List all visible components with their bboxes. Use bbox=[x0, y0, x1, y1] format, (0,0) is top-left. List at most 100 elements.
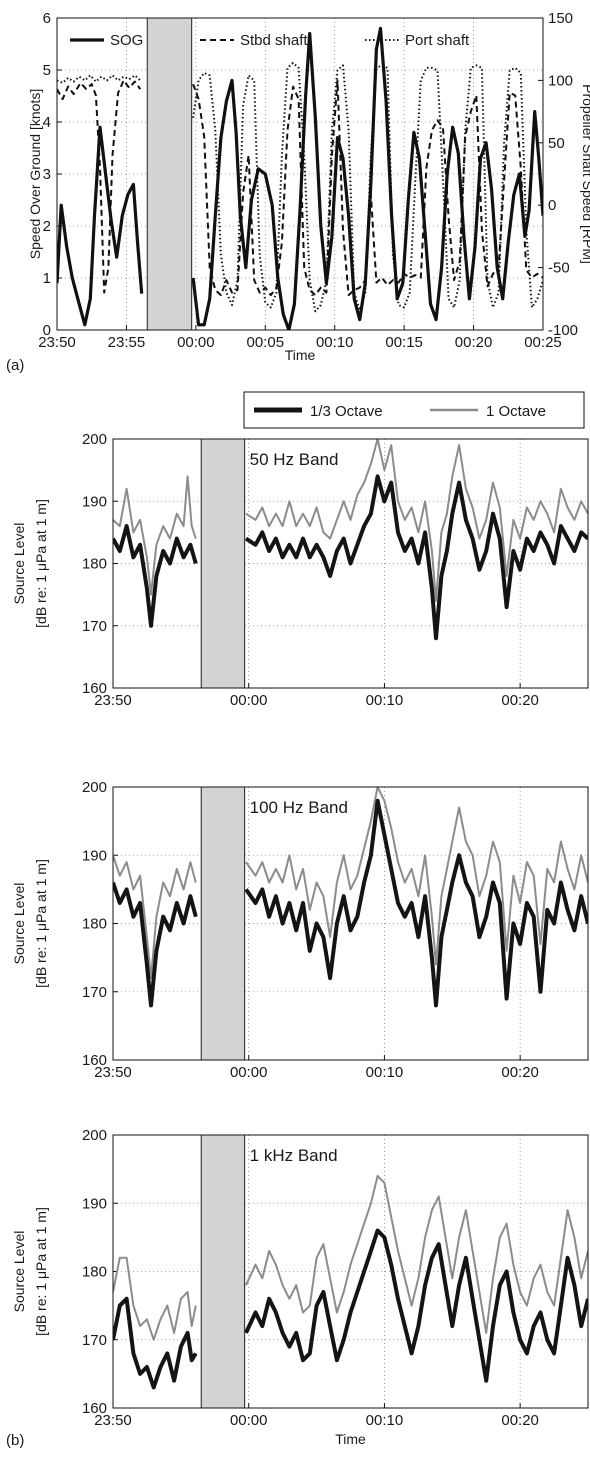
x-tick-label: 00:20 bbox=[455, 334, 493, 351]
x-tick-label: 23:50 bbox=[94, 1412, 132, 1429]
legend-third-octave-label: 1/3 Octave bbox=[310, 403, 383, 420]
legend-one-octave-label: 1 Octave bbox=[486, 403, 546, 420]
x-tick-label: 00:00 bbox=[177, 334, 215, 351]
y-tick-label: 5 bbox=[43, 62, 51, 79]
series-line-1-octave bbox=[245, 787, 588, 966]
series-line-stbd-shaft bbox=[57, 79, 142, 294]
band-1khz-chart: 23:50 00:00 00:10 00:20 160 170 180 190 200 Time S… bbox=[11, 1127, 589, 1447]
y-tick-label: 180 bbox=[82, 1264, 107, 1281]
y-tick-label: 190 bbox=[82, 1195, 107, 1212]
x-tick-label: 23:50 bbox=[38, 334, 76, 351]
series-line-1-3-octave bbox=[244, 474, 588, 641]
series-line-1-3-octave bbox=[113, 881, 198, 1008]
legend-label-port-shaft: Port shaft bbox=[405, 32, 470, 49]
plot-frame bbox=[112, 438, 589, 689]
y-tick-label: 190 bbox=[82, 847, 107, 864]
data-gap-shade bbox=[200, 438, 246, 689]
x-tick-label: 23:50 bbox=[94, 1064, 132, 1081]
y-tick-label: 200 bbox=[82, 779, 107, 796]
band-title: 100 Hz Band bbox=[250, 798, 348, 817]
y-tick-label: 0 bbox=[43, 322, 51, 339]
x-axis-label: Time bbox=[335, 1431, 366, 1447]
y-axis-label-units: [dB re: 1 μPa at 1 m] bbox=[33, 499, 49, 628]
series-line-1-3-octave bbox=[244, 1228, 588, 1383]
y-tick-label: 200 bbox=[82, 1127, 107, 1144]
x-tick-label: 00:05 bbox=[247, 334, 285, 351]
x-tick-label: 23:55 bbox=[108, 334, 146, 351]
y-tick-label: 160 bbox=[82, 1052, 107, 1069]
y-tick-label: 160 bbox=[82, 680, 107, 697]
plot-frame bbox=[56, 17, 544, 331]
y-axis-label: Speed Over Ground [knots] bbox=[27, 89, 43, 259]
y-tick-label: 170 bbox=[82, 618, 107, 635]
plot-frame bbox=[112, 1134, 589, 1409]
x-tick-label: 00:10 bbox=[316, 334, 354, 351]
series-line-1-3-octave bbox=[244, 798, 588, 1008]
band-legend: 1/3 Octave 1 Octave bbox=[243, 391, 585, 429]
series-line-1-octave bbox=[245, 1175, 588, 1334]
x-tick-label: 00:00 bbox=[230, 1412, 268, 1429]
y-axis-label-units: [dB re: 1 μPa at 1 m] bbox=[33, 859, 49, 988]
band-title: 1 kHz Band bbox=[250, 1146, 338, 1165]
y-tick-label: 170 bbox=[82, 1332, 107, 1349]
y-tick-label: 170 bbox=[82, 984, 107, 1001]
series-line-port-shaft bbox=[192, 61, 543, 313]
plot-lines bbox=[57, 26, 543, 330]
y-tick-label: 180 bbox=[82, 556, 107, 573]
series-line-1-octave bbox=[113, 854, 197, 980]
x-tick-label: 00:00 bbox=[230, 1064, 268, 1081]
y-axis-label: Source Level bbox=[11, 1231, 27, 1313]
y-tick-label: 190 bbox=[82, 493, 107, 510]
y2-tick-label: 50 bbox=[548, 135, 565, 152]
y2-tick-label: -100 bbox=[548, 322, 578, 339]
y-tick-label: 6 bbox=[43, 10, 51, 27]
panel-b-tag: (b) bbox=[6, 1432, 24, 1449]
speed-chart: 23:50 23:55 00:00 00:05 00:10 00:15 00:20 00:25… bbox=[27, 10, 590, 363]
y2-tick-label: 0 bbox=[548, 197, 556, 214]
data-gap-shade bbox=[200, 1134, 246, 1409]
y-tick-label: 4 bbox=[43, 114, 51, 131]
x-axis-label: Time bbox=[285, 347, 316, 363]
data-gap-shade bbox=[200, 786, 246, 1061]
legend-label-sog: SOG bbox=[110, 32, 143, 49]
series-line-port-shaft bbox=[57, 74, 141, 84]
y-tick-label: 180 bbox=[82, 916, 107, 933]
plot-frame bbox=[112, 786, 589, 1061]
series-line-1-3-octave bbox=[113, 1296, 198, 1390]
x-tick-label: 00:20 bbox=[501, 692, 539, 709]
band-50hz-chart: 23:50 00:00 00:10 00:20 160 170 180 190 200 Sourc… bbox=[11, 431, 589, 709]
series-line-1-octave bbox=[113, 1256, 197, 1341]
data-gap-shade bbox=[146, 17, 193, 331]
y-axis-label-units: [dB re: 1 μPa at 1 m] bbox=[33, 1207, 49, 1336]
band-title: 50 Hz Band bbox=[250, 450, 339, 469]
y2-tick-label: 150 bbox=[548, 10, 573, 27]
legend-label-stbd-shaft: Stbd shaft bbox=[240, 32, 308, 49]
y-tick-label: 160 bbox=[82, 1400, 107, 1417]
y2-tick-label: 100 bbox=[548, 72, 573, 89]
x-tick-label: 00:20 bbox=[501, 1412, 539, 1429]
series-line-sog bbox=[191, 26, 543, 330]
y-tick-label: 3 bbox=[43, 166, 51, 183]
y2-tick-label: -50 bbox=[548, 260, 570, 277]
series-line-1-3-octave bbox=[113, 524, 198, 628]
x-tick-label: 00:10 bbox=[366, 692, 404, 709]
series-line-stbd-shaft bbox=[192, 79, 543, 297]
x-tick-label: 00:25 bbox=[524, 334, 562, 351]
x-tick-label: 00:00 bbox=[230, 692, 268, 709]
x-tick-label: 23:50 bbox=[94, 692, 132, 709]
series-line-sog bbox=[57, 125, 144, 327]
y-axis-label: Source Level bbox=[11, 523, 27, 605]
x-tick-label: 00:10 bbox=[366, 1064, 404, 1081]
x-tick-label: 00:10 bbox=[366, 1412, 404, 1429]
plot-lines bbox=[113, 787, 588, 1008]
y-tick-label: 2 bbox=[43, 218, 51, 235]
y-tick-label: 1 bbox=[43, 270, 51, 287]
series-line-1-octave bbox=[113, 475, 197, 596]
y-tick-label: 200 bbox=[82, 431, 107, 448]
plot-background bbox=[113, 1135, 588, 1408]
plot-lines bbox=[113, 1175, 588, 1390]
y2-axis-label: Propeller Shaft Speed [RPM] bbox=[580, 84, 590, 264]
series-line-1-octave bbox=[245, 439, 588, 602]
x-tick-label: 00:20 bbox=[501, 1064, 539, 1081]
